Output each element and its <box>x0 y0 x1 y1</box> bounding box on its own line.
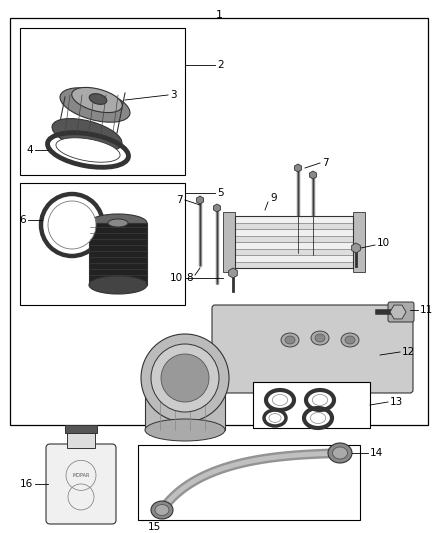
Ellipse shape <box>145 419 225 441</box>
Ellipse shape <box>56 138 120 162</box>
Ellipse shape <box>161 354 209 402</box>
Bar <box>235 229 353 236</box>
Bar <box>235 222 353 229</box>
Bar <box>10 18 428 425</box>
Bar <box>235 248 353 255</box>
Ellipse shape <box>315 334 325 342</box>
Ellipse shape <box>285 336 295 344</box>
Text: 2: 2 <box>217 60 224 70</box>
Text: 6: 6 <box>19 215 26 225</box>
Bar <box>235 216 353 268</box>
Text: 7: 7 <box>322 158 328 168</box>
Ellipse shape <box>108 219 128 227</box>
Bar <box>235 216 353 222</box>
Ellipse shape <box>332 447 347 459</box>
Text: 11: 11 <box>420 305 433 315</box>
Ellipse shape <box>311 331 329 345</box>
Text: 7: 7 <box>177 195 183 205</box>
Text: 3: 3 <box>170 90 177 100</box>
Text: 10: 10 <box>377 238 390 248</box>
Text: 16: 16 <box>20 479 33 489</box>
Text: 5: 5 <box>217 188 224 198</box>
Ellipse shape <box>345 336 355 344</box>
Bar <box>253 382 370 428</box>
Text: 14: 14 <box>370 448 383 458</box>
Bar <box>20 28 185 175</box>
Ellipse shape <box>310 413 326 424</box>
Bar <box>223 212 235 272</box>
FancyBboxPatch shape <box>46 444 116 524</box>
Ellipse shape <box>52 118 122 151</box>
Text: MOPAR: MOPAR <box>72 473 90 478</box>
Ellipse shape <box>328 443 352 463</box>
Bar <box>89 223 147 285</box>
Text: 9: 9 <box>270 193 277 203</box>
Text: 10: 10 <box>170 273 183 283</box>
Ellipse shape <box>272 394 288 406</box>
Bar <box>65 425 97 433</box>
Bar <box>67 433 95 448</box>
Ellipse shape <box>151 501 173 519</box>
FancyBboxPatch shape <box>212 305 413 393</box>
Ellipse shape <box>312 394 328 406</box>
Ellipse shape <box>151 344 219 412</box>
Bar <box>235 262 353 268</box>
Ellipse shape <box>89 276 147 294</box>
Text: 8: 8 <box>187 273 193 283</box>
Text: 4: 4 <box>26 145 33 155</box>
Bar <box>353 212 365 272</box>
Ellipse shape <box>341 333 359 347</box>
Text: 1: 1 <box>215 10 223 20</box>
Bar <box>235 255 353 262</box>
Ellipse shape <box>281 333 299 347</box>
Text: 15: 15 <box>148 522 161 532</box>
Bar <box>145 375 225 430</box>
Ellipse shape <box>89 94 107 104</box>
Bar <box>235 242 353 248</box>
Bar <box>235 236 353 242</box>
Ellipse shape <box>89 214 147 232</box>
Bar <box>138 445 360 520</box>
Ellipse shape <box>141 334 229 422</box>
Ellipse shape <box>72 87 122 112</box>
Ellipse shape <box>60 88 130 122</box>
Bar <box>20 183 185 305</box>
Text: 13: 13 <box>390 397 403 407</box>
Ellipse shape <box>155 505 169 515</box>
FancyBboxPatch shape <box>388 302 414 322</box>
Ellipse shape <box>269 414 281 422</box>
Ellipse shape <box>48 201 96 249</box>
Text: 12: 12 <box>402 347 415 357</box>
